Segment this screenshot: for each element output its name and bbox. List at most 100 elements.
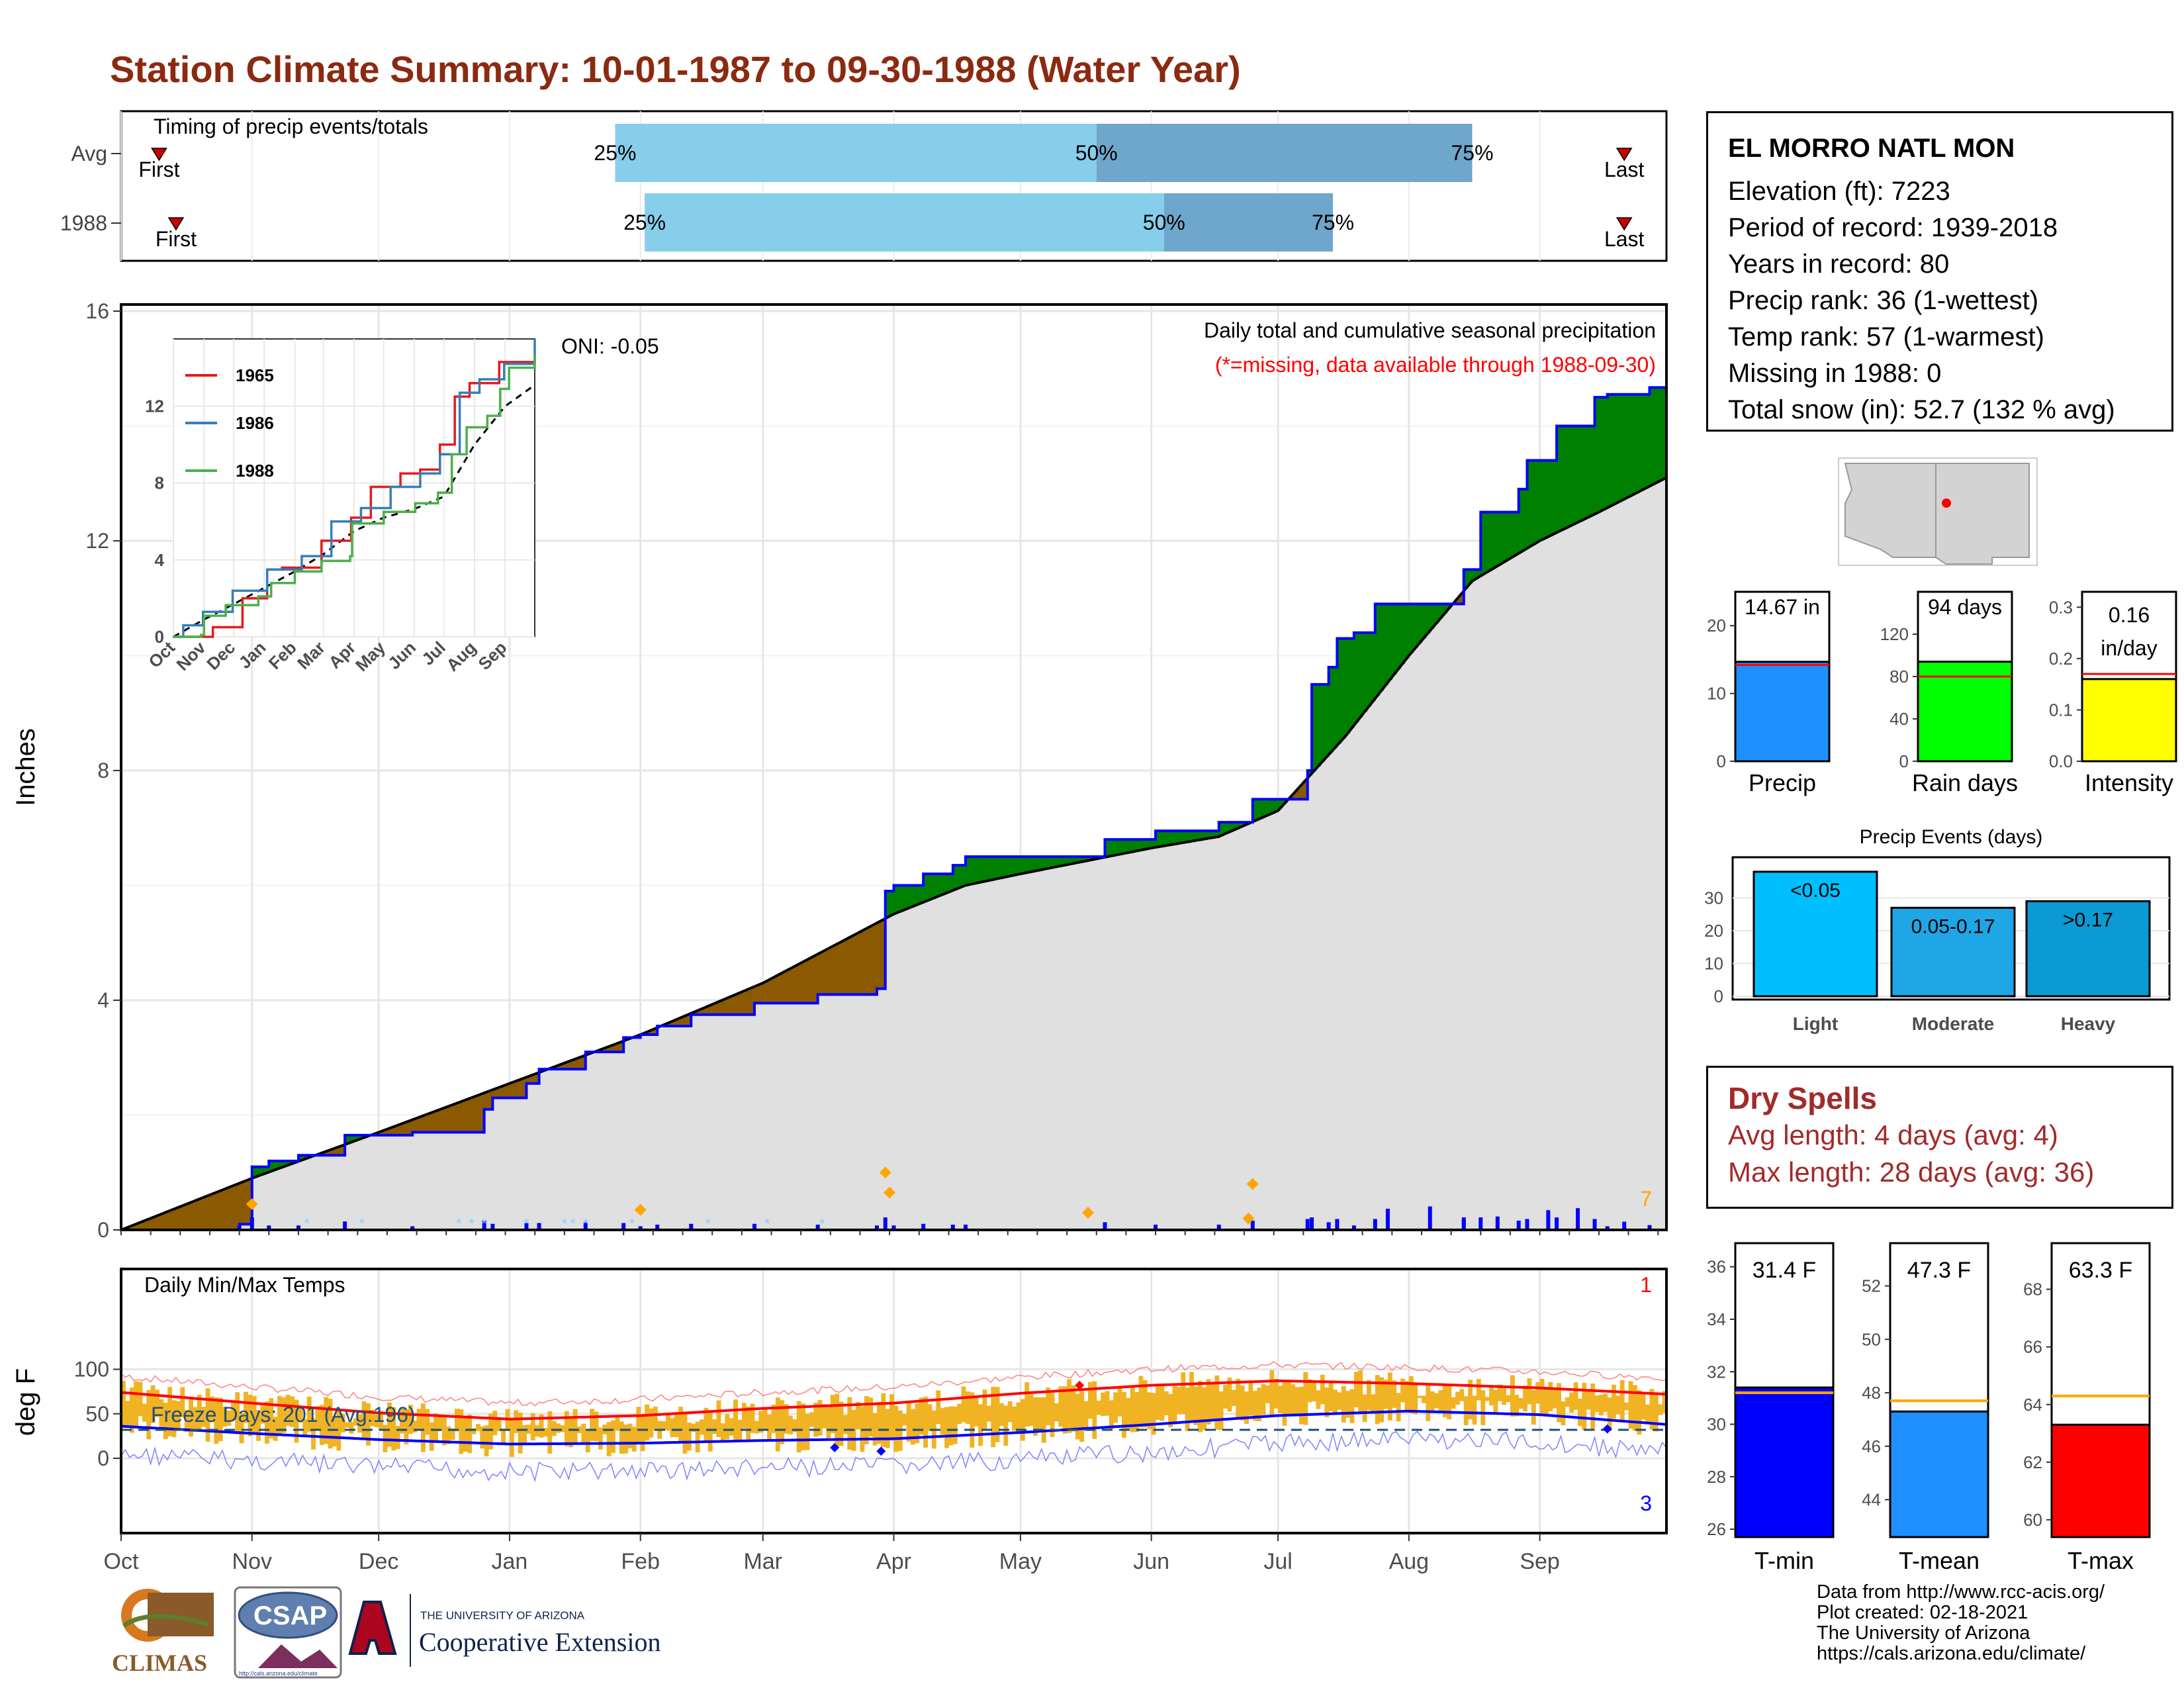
inset-y-tick-label: 8 — [155, 473, 164, 493]
temp-y-tick-label: 64 — [2023, 1395, 2042, 1415]
quartile-bar-upper — [1163, 193, 1333, 252]
deficit-band — [501, 1086, 506, 1098]
deficit-band — [649, 1030, 654, 1035]
surplus-band — [1565, 426, 1570, 528]
surplus-band — [1573, 426, 1578, 524]
daily-temp-bar — [518, 1412, 523, 1454]
daily-temp-bar — [1612, 1384, 1616, 1419]
count-label: 7 — [1640, 1187, 1652, 1211]
daily-temp-bar — [1185, 1387, 1190, 1431]
surplus-band — [1535, 460, 1541, 542]
legend-label: 1988 — [236, 461, 274, 481]
deficit-band — [526, 1076, 531, 1084]
daily-temp-bar — [585, 1429, 590, 1453]
daily-temp-bar — [598, 1427, 603, 1450]
temp-y-tick-label: 68 — [2023, 1280, 2042, 1299]
daily-temp-bar — [184, 1409, 189, 1432]
daily-temp-bar — [1367, 1380, 1371, 1411]
deficit-band — [336, 1147, 341, 1156]
daily-temp-bar — [475, 1424, 480, 1431]
surplus-band — [1236, 822, 1241, 829]
surplus-band — [1041, 857, 1046, 870]
daily-temp-bar — [420, 1403, 426, 1452]
surplus-band — [1003, 857, 1009, 877]
surplus-band — [970, 857, 975, 884]
deficit-band — [235, 1184, 240, 1230]
daily-temp-bar — [408, 1405, 413, 1434]
daily-temp-bar — [704, 1407, 709, 1442]
daily-temp-bar — [682, 1413, 688, 1454]
deficit-band — [383, 1129, 388, 1135]
daily-temp-bar — [640, 1415, 645, 1452]
deficit-band — [142, 1221, 147, 1230]
last-label: Last — [1604, 227, 1645, 251]
surplus-band — [1168, 831, 1173, 845]
surplus-band — [302, 1155, 308, 1160]
deficit-band — [805, 959, 810, 1004]
snow-marker: * — [562, 1215, 568, 1232]
daily-precip-bar — [655, 1225, 660, 1230]
daily-temp-bar — [809, 1412, 814, 1427]
daily-temp-bar — [1332, 1389, 1338, 1413]
daily-precip-bar — [1103, 1222, 1107, 1230]
surplus-band — [936, 874, 941, 897]
deficit-band — [518, 1079, 523, 1098]
credit-line: Data from http://www.rcc-acis.org/ — [1817, 1581, 2105, 1603]
deficit-band — [572, 1058, 578, 1070]
deficit-band — [180, 1205, 185, 1230]
surplus-band — [1109, 839, 1114, 857]
deficit-band — [1303, 780, 1308, 800]
daily-temp-bar — [222, 1407, 227, 1427]
last-marker — [1615, 217, 1633, 231]
surplus-band — [1612, 394, 1617, 505]
y-tick-label: 50 — [85, 1402, 109, 1426]
daily-temp-bar — [328, 1399, 333, 1449]
daily-temp-bar — [1298, 1386, 1304, 1425]
event-category-label: Moderate — [1912, 1013, 1994, 1034]
daily-temp-bar — [1037, 1397, 1042, 1432]
deficit-band — [328, 1150, 333, 1156]
daily-temp-bar — [1151, 1393, 1156, 1435]
mini-bar-value: 0.16 — [2109, 603, 2150, 627]
daily-temp-bar — [1506, 1395, 1511, 1403]
temp-bar-label: T-mean — [1899, 1547, 1979, 1574]
daily-temp-bar — [1442, 1384, 1447, 1417]
deficit-band — [872, 923, 878, 995]
surplus-band — [1561, 426, 1566, 530]
y-tick-label: 0 — [97, 1446, 109, 1470]
surplus-band — [1113, 839, 1118, 855]
daily-temp-bar — [1497, 1384, 1502, 1401]
surplus-band — [1438, 604, 1443, 619]
daily-temp-bar — [741, 1403, 747, 1429]
deficit-band — [813, 955, 819, 1004]
daily-temp-bar — [1371, 1394, 1376, 1412]
deficit-band — [209, 1194, 214, 1230]
deficit-band — [792, 966, 797, 1004]
surplus-band — [1489, 512, 1494, 570]
station-location-dot — [1942, 498, 1951, 508]
location-map — [1838, 457, 2038, 566]
daily-temp-bar — [712, 1419, 717, 1434]
daily-temp-bar — [1134, 1391, 1140, 1432]
temp-bar — [1734, 1386, 1835, 1538]
surplus-band — [957, 865, 962, 888]
daily-temp-bar — [1552, 1387, 1557, 1409]
daily-temp-bar — [911, 1409, 915, 1445]
daily-temp-bar — [134, 1381, 139, 1428]
daily-temp-bar — [847, 1397, 852, 1450]
surplus-band — [285, 1160, 291, 1166]
surplus-band — [1367, 632, 1372, 707]
deficit-band — [514, 1081, 519, 1098]
daily-temp-bar — [1105, 1391, 1110, 1416]
daily-temp-bar — [1543, 1387, 1549, 1415]
daily-temp-bar — [1312, 1382, 1316, 1401]
deficit-band — [193, 1200, 198, 1230]
deficit-band — [674, 1019, 679, 1027]
daily-temp-bar — [416, 1409, 422, 1430]
last-label: Last — [1604, 158, 1645, 181]
surplus-band — [1353, 632, 1359, 723]
mini-bar — [2081, 678, 2177, 763]
daily-temp-bar — [707, 1411, 713, 1452]
x-tick-label: Oct — [104, 1549, 139, 1574]
daily-temp-bar — [1502, 1386, 1507, 1405]
